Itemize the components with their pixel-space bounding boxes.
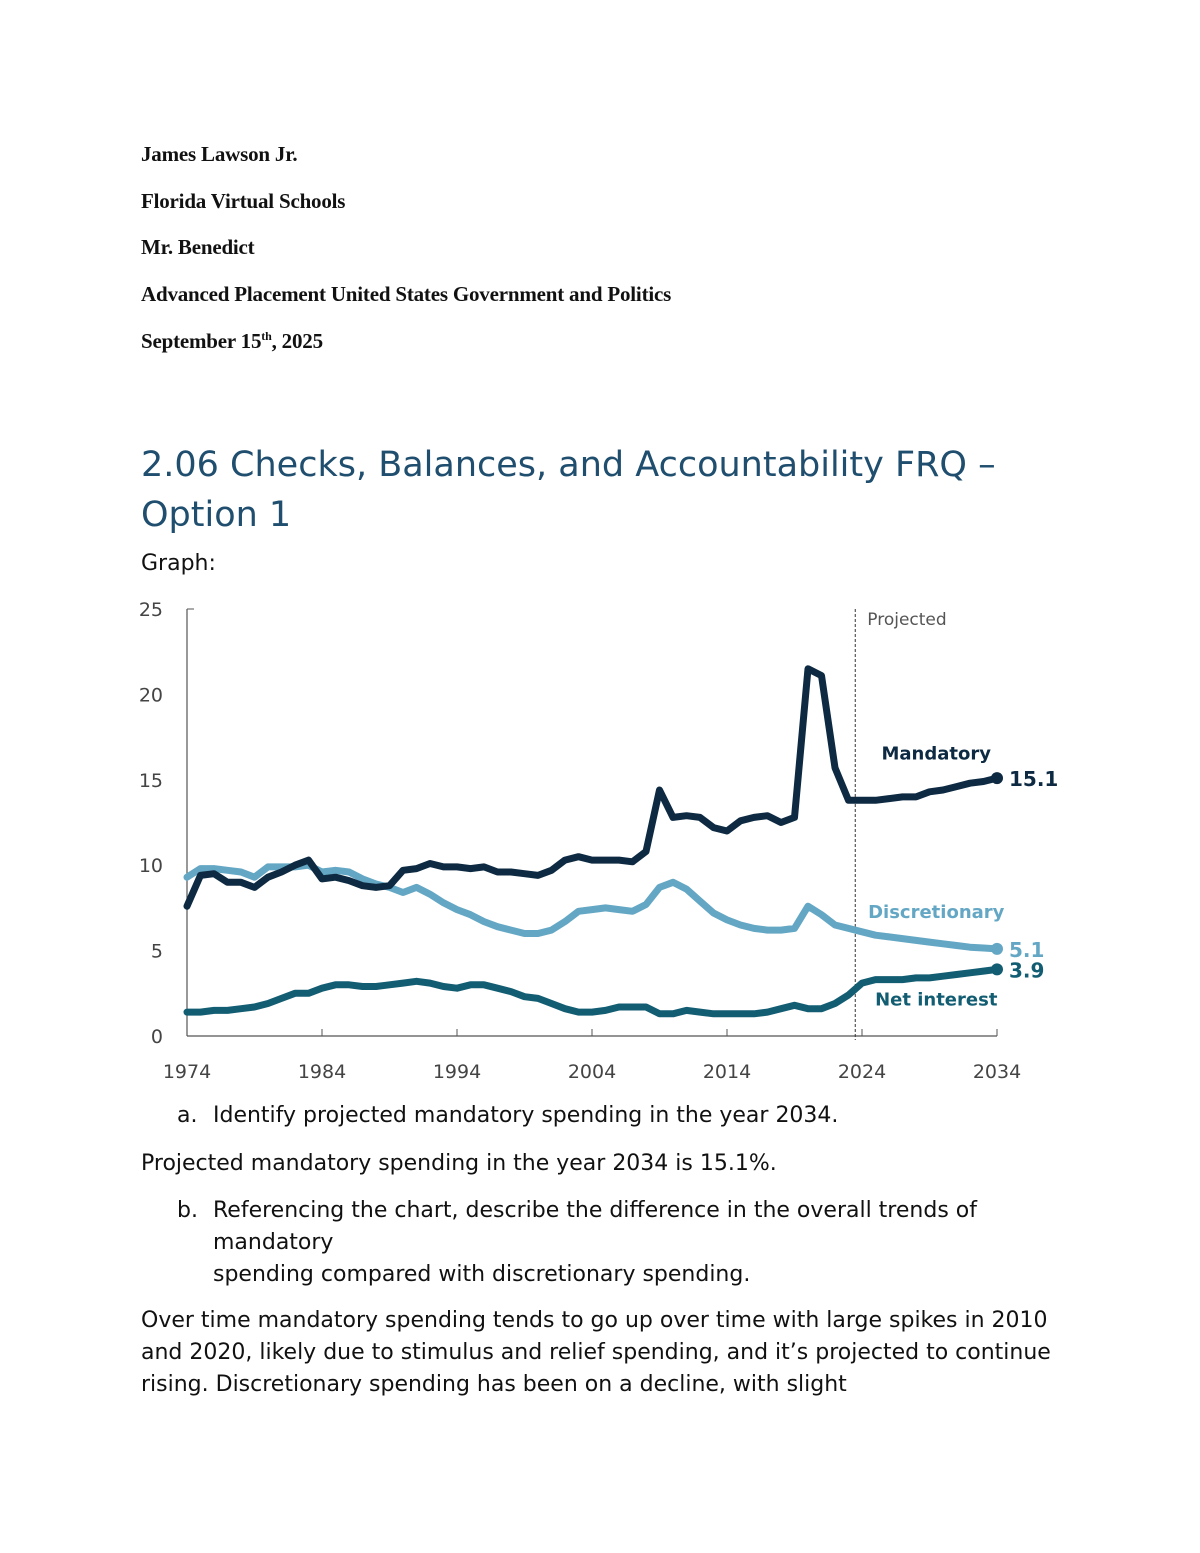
teacher-name: Mr. Benedict (141, 235, 255, 259)
date-prefix: September 15 (141, 329, 262, 353)
y-tick-label: 15 (139, 770, 163, 792)
y-tick-label: 5 (151, 941, 163, 963)
discretionary-series-label: Discretionary (868, 902, 1005, 923)
discretionary-line (183, 861, 1001, 953)
x-tick-label: 1994 (433, 1061, 481, 1083)
x-tick-label: 2024 (838, 1061, 886, 1083)
question-b-marker: b. (177, 1198, 198, 1223)
school-name: Florida Virtual Schools (141, 189, 346, 213)
x-tick-label: 2014 (703, 1061, 751, 1083)
x-tick-label: 2004 (568, 1061, 616, 1083)
mandatory-line (183, 665, 1001, 910)
answer-b: Over time mandatory spending tends to go… (141, 1308, 1051, 1397)
mandatory-end-label: 15.1 (1009, 767, 1058, 791)
net-interest-end-point (991, 963, 1003, 976)
author-name: James Lawson Jr. (141, 142, 298, 166)
projection-label: Projected (867, 610, 946, 630)
date-suffix: , 2025 (271, 329, 324, 353)
graph-label: Graph: (141, 551, 216, 576)
spending-chart: 0 5 10 15 20 25 1974 1984 1994 2004 2014 2024 2034 Pr… (139, 599, 1059, 1083)
mandatory-series-label: Mandatory (882, 743, 992, 764)
y-tick-label: 25 (139, 599, 163, 621)
question-b-line1: Referencing the chart, describe the diff… (213, 1198, 977, 1255)
answer-a: Projected mandatory spending in the year… (141, 1151, 777, 1176)
discretionary-end-point (991, 942, 1003, 955)
y-tick-label: 20 (139, 684, 163, 706)
question-a-marker: a. (177, 1103, 198, 1128)
net-interest-series-label: Net interest (875, 989, 998, 1010)
question-a-text: Identify projected mandatory spending in… (213, 1103, 839, 1128)
discretionary-end-label: 5.1 (1009, 938, 1044, 962)
x-tick-label: 1984 (298, 1061, 346, 1083)
question-a: a. Identify projected mandatory spending… (177, 1100, 1097, 1132)
x-tick-label: 1974 (163, 1061, 211, 1083)
course-name: Advanced Placement United States Governm… (141, 282, 672, 306)
question-b-line2: spending compared with discretionary spe… (213, 1262, 751, 1287)
mandatory-end-point (991, 772, 1003, 785)
x-tick-label: 2034 (973, 1061, 1021, 1083)
net-interest-end-label: 3.9 (1009, 958, 1044, 982)
question-b: b. Referencing the chart, describe the d… (177, 1195, 1097, 1287)
question-b-text: Referencing the chart, describe the diff… (213, 1195, 1053, 1291)
y-tick-label: 0 (151, 1026, 163, 1048)
date-superscript: th (261, 329, 272, 343)
document-date: September 15th, 2025 (141, 329, 323, 354)
y-tick-label: 10 (139, 855, 163, 877)
net-interest-line (183, 965, 1001, 1018)
page-title: 2.06 Checks, Balances, and Accountabilit… (141, 445, 996, 535)
